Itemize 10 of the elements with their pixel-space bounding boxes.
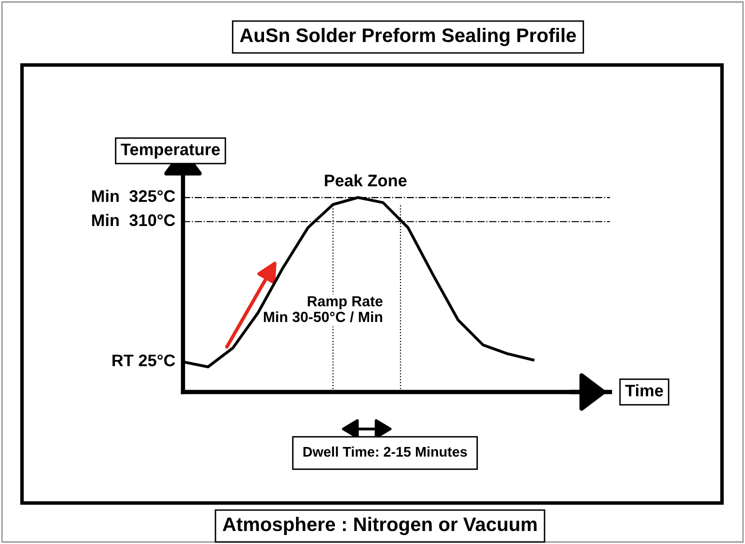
x-axis-title: Time [625,384,664,396]
ref-line-label: Min 325°C [92,190,176,202]
y-axis-title: Temperature [120,144,220,159]
ref-line-label: Min 310°C [92,214,176,226]
chart-title: AuSn Solder Preform Sealing Profile [240,28,576,46]
text: Peak Zone [324,174,407,186]
text: Dwell Time: 2-15 Minutes [303,446,467,457]
text: Atmosphere : Nitrogen or Vacuum [222,516,537,536]
annotation: RT 25°C [112,354,176,366]
annotation: Ramp Rate Min 30-50°C / Min [264,296,383,322]
